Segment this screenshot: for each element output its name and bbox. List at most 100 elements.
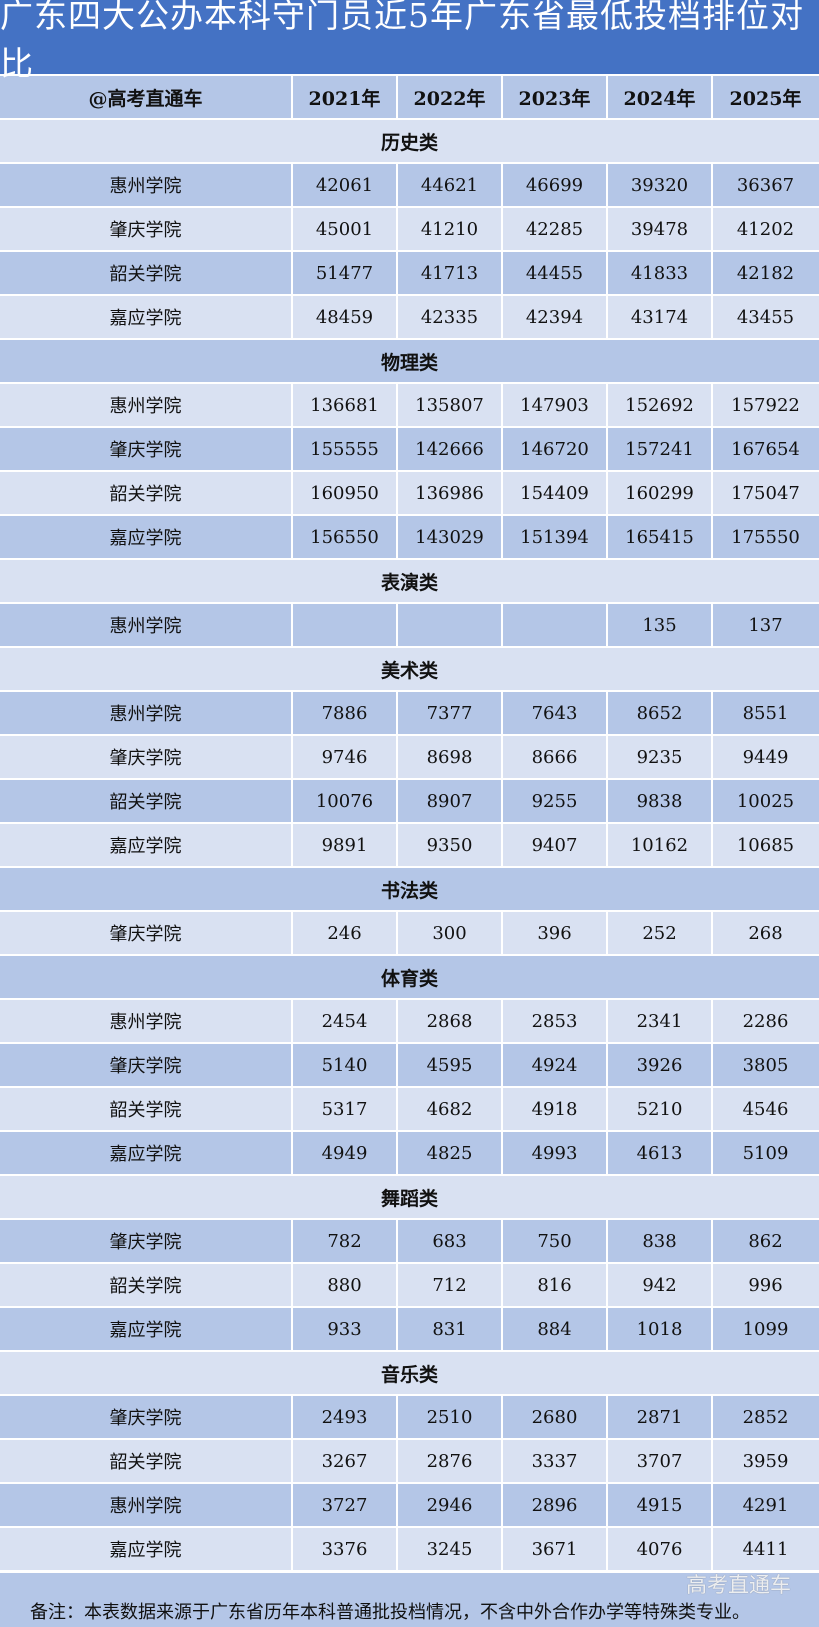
rank-value: 9746 — [293, 736, 398, 778]
school-name: 韶关学院 — [0, 1264, 293, 1306]
rank-value: 7377 — [398, 692, 503, 734]
rank-value: 8666 — [503, 736, 608, 778]
rank-value: 3727 — [293, 1484, 398, 1526]
rank-value: 4411 — [742, 1538, 789, 1560]
rank-value: 396 — [503, 912, 608, 954]
section-row: 历史类 — [0, 120, 819, 164]
rank-value: 43174 — [608, 296, 713, 338]
rank-value: 2871 — [608, 1396, 713, 1438]
rank-value: 4993 — [503, 1132, 608, 1174]
rank-value: 44455 — [503, 252, 608, 294]
table-row: 肇庆学院 246 300 396 252 268 — [0, 912, 819, 956]
rank-value: 10025 — [736, 790, 795, 812]
rank-value: 42394 — [503, 296, 608, 338]
rank-value: 43455 — [736, 306, 795, 328]
school-name: 惠州学院 — [0, 384, 293, 426]
rank-value: 750 — [503, 1220, 608, 1262]
school-name: 惠州学院 — [0, 1484, 293, 1526]
rank-value: 9449 — [742, 746, 789, 768]
table-row: 惠州学院 3727 2946 2896 4915 4291 — [0, 1484, 819, 1528]
rank-value: 862 — [748, 1230, 783, 1252]
rank-value: 42182 — [736, 262, 795, 284]
table-row: 惠州学院 7886 7377 7643 8652 8551 — [0, 692, 819, 736]
table-row: 韶关学院 160950 136986 154409 160299 175047 — [0, 472, 819, 516]
table-row: 嘉应学院 3376 3245 3671 4076 4411 — [0, 1528, 819, 1572]
rank-value: 8551 — [742, 702, 789, 724]
school-name: 嘉应学院 — [0, 296, 293, 338]
rank-value: 8907 — [398, 780, 503, 822]
rank-value: 41713 — [398, 252, 503, 294]
rank-value: 2876 — [398, 1440, 503, 1482]
rank-value: 42335 — [398, 296, 503, 338]
rank-value: 3267 — [293, 1440, 398, 1482]
rank-value: 3926 — [608, 1044, 713, 1086]
rank-value: 2852 — [742, 1406, 789, 1428]
rank-value: 10162 — [608, 824, 713, 866]
table-row: 韶关学院 51477 41713 44455 41833 42182 — [0, 252, 819, 296]
rank-value: 816 — [503, 1264, 608, 1306]
rank-value: 3337 — [503, 1440, 608, 1482]
rank-value: 160950 — [293, 472, 398, 514]
rank-value: 135807 — [398, 384, 503, 426]
rank-value: 160299 — [608, 472, 713, 514]
rank-value: 152692 — [608, 384, 713, 426]
section-title: 体育类 — [380, 967, 438, 990]
header-year: 2024年 — [608, 76, 713, 118]
rank-value: 5109 — [742, 1142, 789, 1164]
rank-value: 4825 — [398, 1132, 503, 1174]
school-name: 肇庆学院 — [0, 1044, 293, 1086]
rank-value: 996 — [748, 1274, 783, 1296]
section-row: 物理类 — [0, 340, 819, 384]
school-name: 惠州学院 — [0, 692, 293, 734]
rank-value — [503, 604, 608, 646]
school-name: 韶关学院 — [0, 252, 293, 294]
rank-value: 10076 — [293, 780, 398, 822]
rank-value: 143029 — [398, 516, 503, 558]
school-name: 肇庆学院 — [0, 1396, 293, 1438]
rank-value: 136986 — [398, 472, 503, 514]
table-row: 嘉应学院 4949 4825 4993 4613 5109 — [0, 1132, 819, 1176]
rank-value: 712 — [398, 1264, 503, 1306]
rank-value: 41210 — [398, 208, 503, 250]
rank-value: 246 — [293, 912, 398, 954]
rank-value: 167654 — [731, 438, 800, 460]
section-title: 表演类 — [380, 571, 438, 594]
rank-value: 4291 — [742, 1494, 789, 1516]
section-row: 体育类 — [0, 956, 819, 1000]
rank-value: 9891 — [293, 824, 398, 866]
rank-value: 933 — [293, 1308, 398, 1350]
table-row: 韶关学院 3267 2876 3337 3707 3959 — [0, 1440, 819, 1484]
rank-value: 9407 — [503, 824, 608, 866]
section-row: 美术类 — [0, 648, 819, 692]
table-row: 嘉应学院 933 831 884 1018 1099 — [0, 1308, 819, 1352]
table-row: 惠州学院 2454 2868 2853 2341 2286 — [0, 1000, 819, 1044]
rank-value: 4546 — [742, 1098, 789, 1120]
page-title: 广东四大公办本科守门员近5年广东省最低投档排位对比 — [0, 0, 819, 83]
rank-value: 8698 — [398, 736, 503, 778]
rank-value: 51477 — [293, 252, 398, 294]
rank-value: 9350 — [398, 824, 503, 866]
school-name: 嘉应学院 — [0, 824, 293, 866]
header-year: 2025年 — [729, 87, 802, 110]
school-name: 韶关学院 — [0, 1440, 293, 1482]
table-row: 韶关学院 10076 8907 9255 9838 10025 — [0, 780, 819, 824]
school-name: 韶关学院 — [0, 472, 293, 514]
rank-value: 4949 — [293, 1132, 398, 1174]
table-row: 肇庆学院 155555 142666 146720 157241 167654 — [0, 428, 819, 472]
rank-value: 942 — [608, 1264, 713, 1306]
rank-value: 2680 — [503, 1396, 608, 1438]
header-year: 2021年 — [293, 76, 398, 118]
school-name: 肇庆学院 — [0, 208, 293, 250]
school-name: 肇庆学院 — [0, 428, 293, 470]
header-corner: @高考直通车 — [0, 76, 293, 118]
rank-value: 3245 — [398, 1528, 503, 1570]
rank-value: 2341 — [608, 1000, 713, 1042]
rank-value: 300 — [398, 912, 503, 954]
rank-value: 4076 — [608, 1528, 713, 1570]
rank-value: 252 — [608, 912, 713, 954]
rank-value: 7886 — [293, 692, 398, 734]
rank-value: 175047 — [731, 482, 800, 504]
rank-value: 2896 — [503, 1484, 608, 1526]
rank-value: 142666 — [398, 428, 503, 470]
school-name: 惠州学院 — [0, 1000, 293, 1042]
